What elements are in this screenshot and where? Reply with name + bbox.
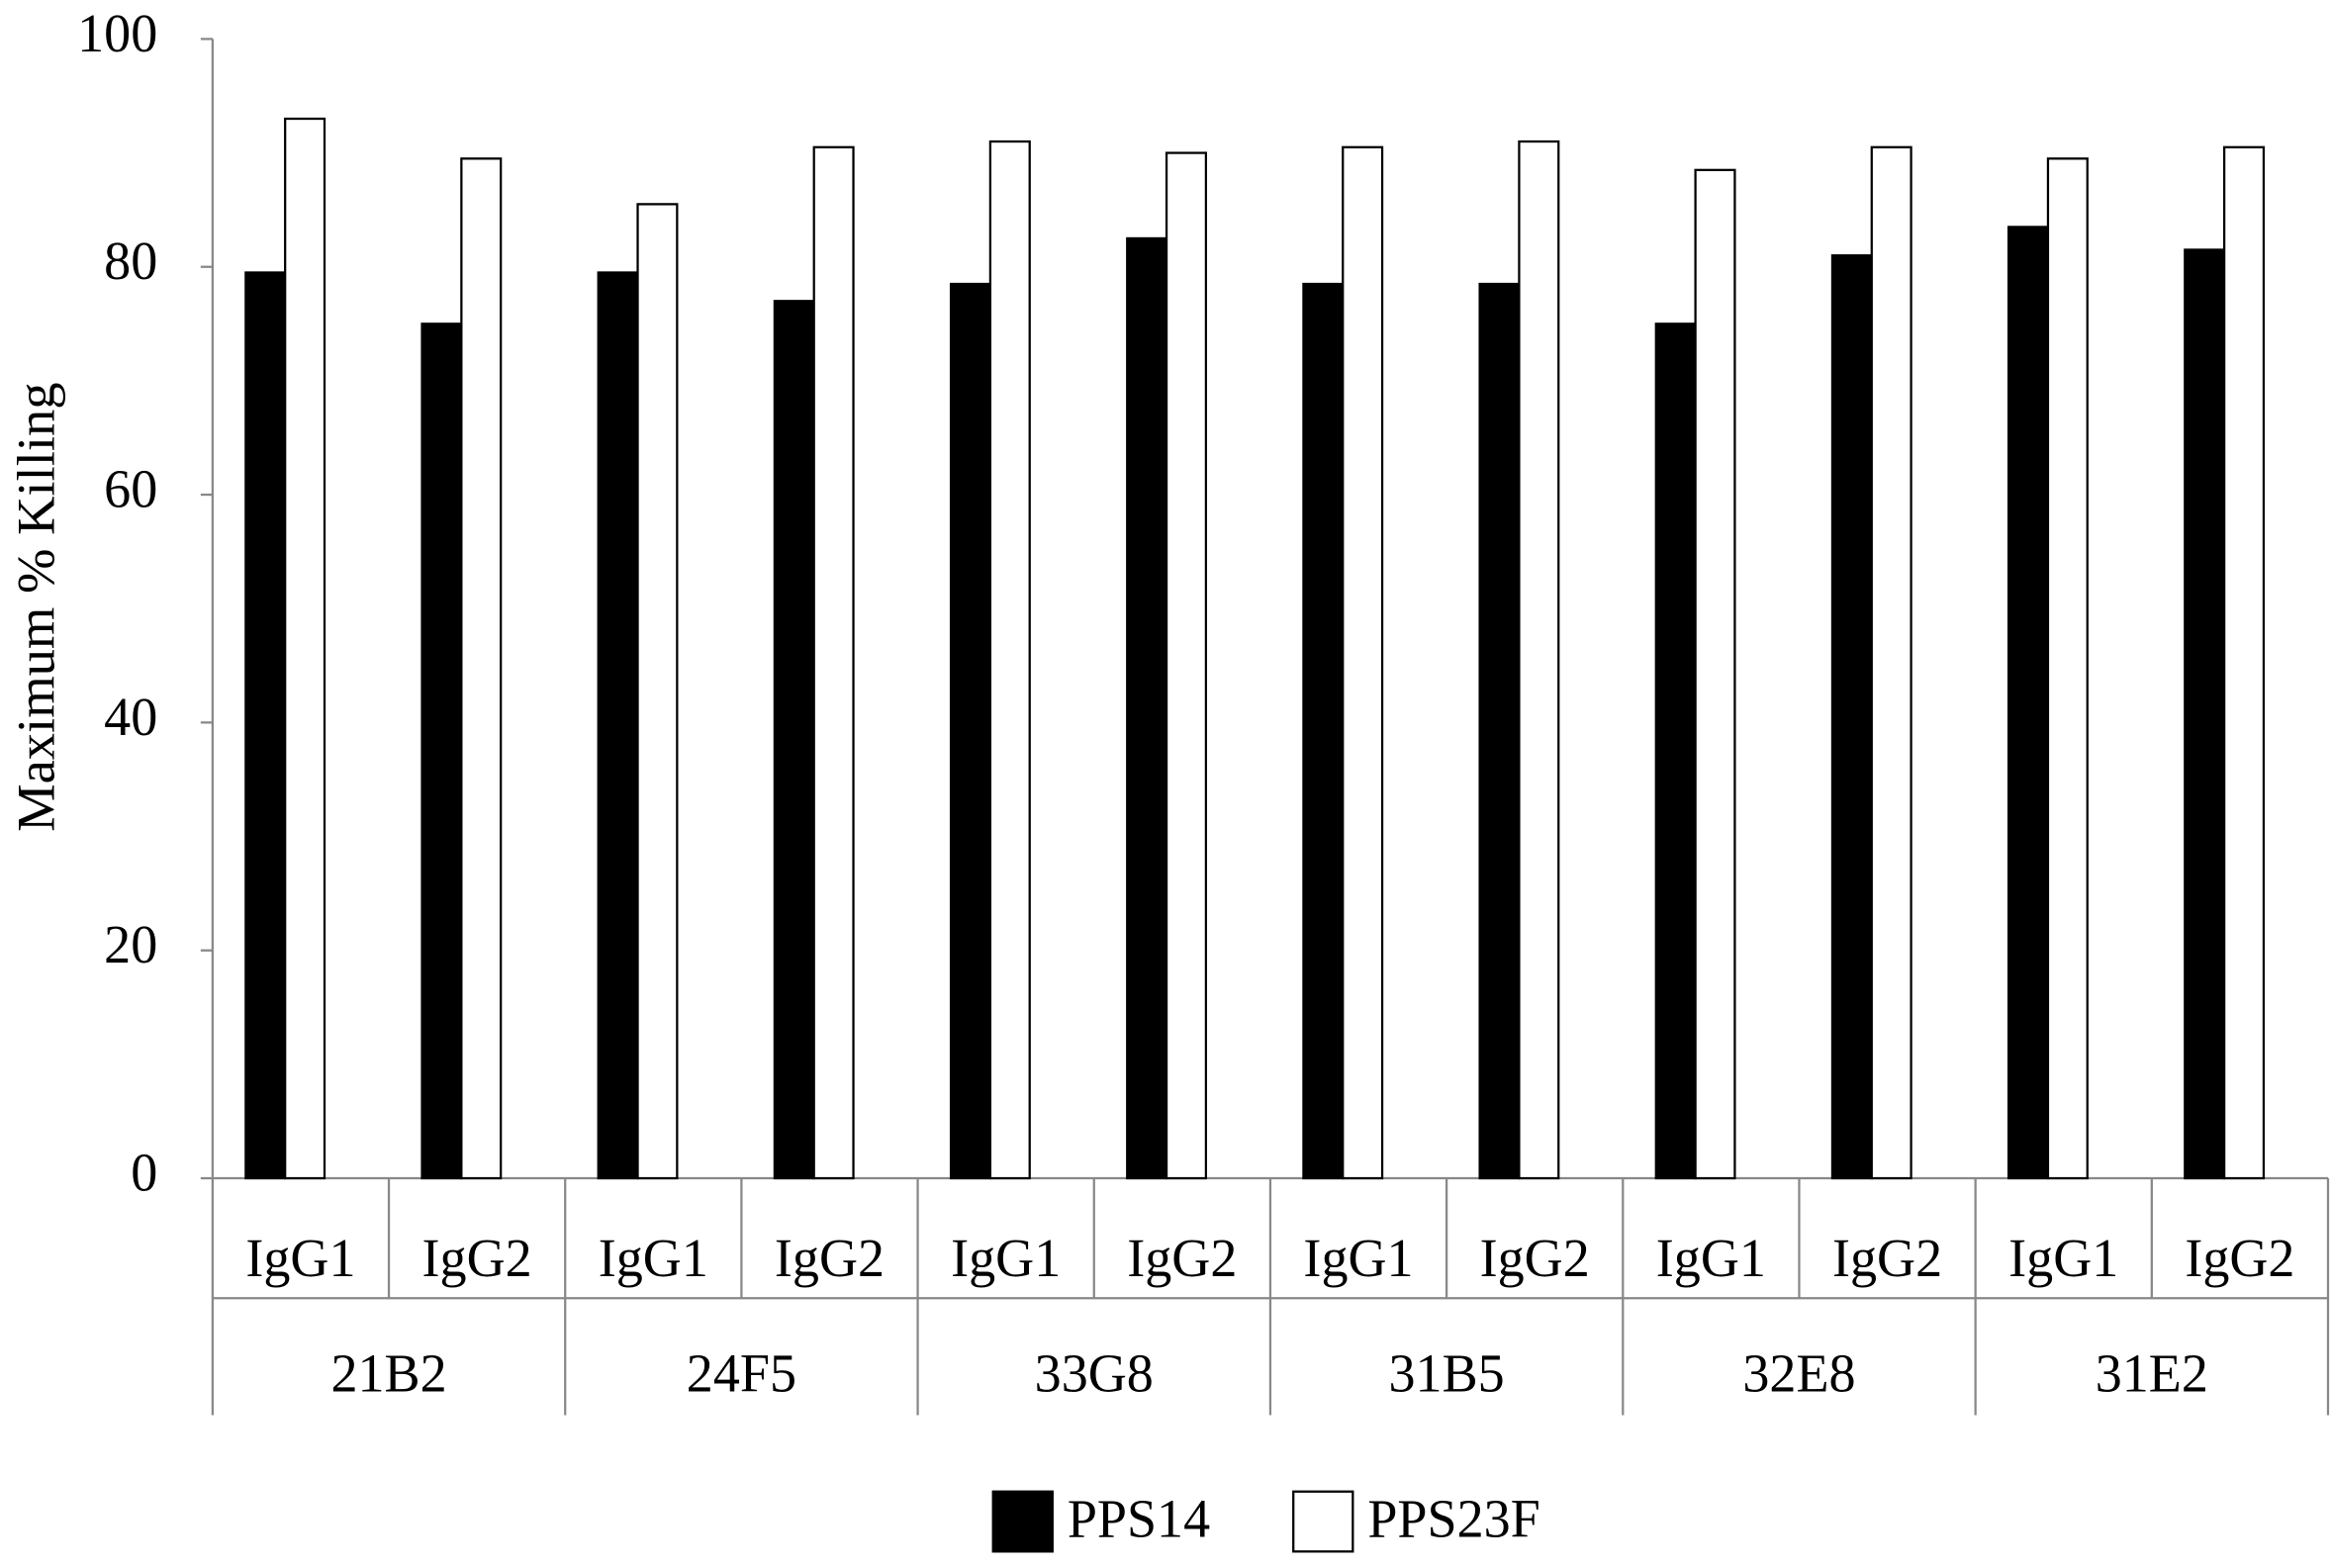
bar — [1870, 145, 1912, 1180]
group-label: 31E2 — [2096, 1343, 2208, 1403]
bar — [2046, 157, 2089, 1180]
x-tick-label: IgG1 — [1303, 1229, 1413, 1288]
bar — [420, 323, 463, 1180]
x-tick-label: IgG2 — [1127, 1229, 1237, 1288]
x-tick-label: IgG2 — [2185, 1229, 2294, 1288]
bar — [773, 300, 815, 1180]
bar — [988, 139, 1031, 1180]
x-tick-label: IgG2 — [1832, 1229, 1942, 1288]
bar — [1478, 282, 1521, 1180]
bar — [1654, 323, 1697, 1180]
bar — [1126, 236, 1168, 1180]
bar — [1694, 168, 1736, 1180]
legend-swatch — [1292, 1490, 1354, 1553]
bar — [460, 157, 503, 1180]
bar — [949, 282, 992, 1180]
bar — [1165, 151, 1208, 1180]
legend-swatch — [991, 1490, 1054, 1553]
bar — [636, 203, 679, 1180]
bar — [1518, 139, 1560, 1180]
x-tick-label: IgG1 — [951, 1229, 1061, 1288]
group-label: 33G8 — [1035, 1343, 1154, 1403]
group-label: 24F5 — [687, 1343, 796, 1403]
x-tick-label: IgG1 — [1656, 1229, 1766, 1288]
group-label: 32E8 — [1742, 1343, 1855, 1403]
x-tick-label: IgG2 — [775, 1229, 885, 1288]
y-tick-label: 40 — [104, 688, 157, 747]
group-label: 31B5 — [1389, 1343, 1505, 1403]
x-tick-label: IgG1 — [2008, 1229, 2118, 1288]
y-tick-label: 20 — [104, 915, 157, 974]
y-tick-label: 100 — [77, 4, 157, 63]
bar — [2007, 226, 2050, 1180]
legend-label: PPS14 — [1068, 1489, 1210, 1548]
bar — [244, 271, 287, 1180]
y-tick-label: 0 — [131, 1143, 157, 1202]
y-tick-label: 60 — [104, 459, 157, 518]
bar — [1830, 254, 1873, 1180]
y-axis-label: Maximum % Killing — [7, 382, 66, 832]
x-tick-label: IgG2 — [422, 1229, 532, 1288]
group-label: 21B2 — [330, 1343, 446, 1403]
bar — [812, 145, 855, 1180]
bar — [1302, 282, 1345, 1180]
legend-label: PPS23F — [1367, 1489, 1539, 1548]
bar — [2223, 145, 2266, 1180]
x-tick-label: IgG2 — [1480, 1229, 1590, 1288]
x-tick-label: IgG1 — [599, 1229, 708, 1288]
y-tick-label: 80 — [104, 231, 157, 291]
x-tick-label: IgG1 — [245, 1229, 355, 1288]
bar — [2184, 248, 2226, 1180]
bar — [597, 271, 639, 1180]
bar — [1342, 145, 1384, 1180]
bar — [284, 117, 326, 1180]
